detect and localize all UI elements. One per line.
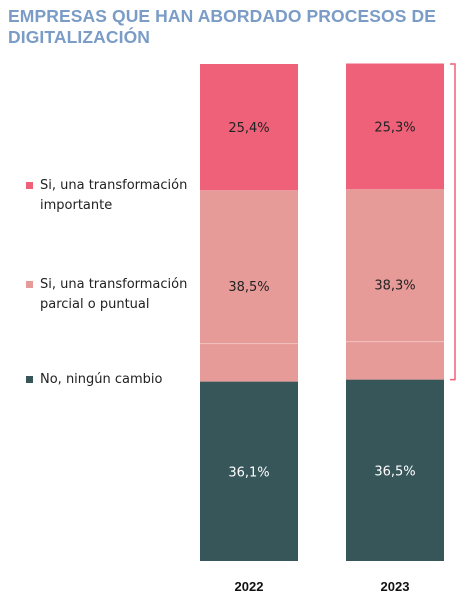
bar-segment-parcial-2022 bbox=[200, 190, 298, 382]
legend-item-importante: Si, una transformación importante bbox=[26, 176, 201, 216]
bar-segment-importante-2023 bbox=[346, 63, 444, 190]
category-label-2022: 2022 bbox=[235, 579, 264, 594]
bar-segment-ninguno-2023 bbox=[346, 379, 444, 561]
legend-label-ninguno: No, ningún cambio bbox=[40, 372, 163, 387]
bar-segment-ninguno-2022 bbox=[200, 381, 298, 561]
data-label-importante-2022: 25,4% bbox=[228, 121, 269, 136]
data-label-parcial-2023: 38,3% bbox=[374, 278, 415, 293]
legend-item-ninguno: No, ningún cambio bbox=[26, 370, 201, 390]
legend-swatch-parcial bbox=[26, 281, 33, 288]
legend-label-importante: Si, una transformación importante bbox=[40, 178, 188, 213]
legend-swatch-ninguno bbox=[26, 376, 33, 383]
bar-segment-parcial-2023 bbox=[346, 189, 444, 380]
legend-item-parcial: Si, una transformación parcial o puntual bbox=[26, 275, 201, 315]
data-label-ninguno-2023: 36,5% bbox=[374, 464, 415, 479]
data-label-ninguno-2022: 36,1% bbox=[228, 465, 269, 480]
bracket-si-transformacion bbox=[450, 63, 456, 381]
category-label-2023: 2023 bbox=[381, 579, 410, 594]
data-label-parcial-2022: 38,5% bbox=[228, 280, 269, 295]
chart-title-line-2: DIGITALIZACIÓN bbox=[8, 27, 151, 47]
chart-title: EMPRESAS QUE HAN ABORDADO PROCESOS DE DI… bbox=[8, 6, 468, 48]
chart-title-line-1: EMPRESAS QUE HAN ABORDADO PROCESOS DE bbox=[8, 6, 436, 26]
data-label-importante-2023: 25,3% bbox=[374, 120, 415, 135]
legend-label-parcial: Si, una transformación parcial o puntual bbox=[40, 277, 188, 312]
bar-segment-importante-2022 bbox=[200, 64, 298, 191]
legend-swatch-importante bbox=[26, 182, 33, 189]
